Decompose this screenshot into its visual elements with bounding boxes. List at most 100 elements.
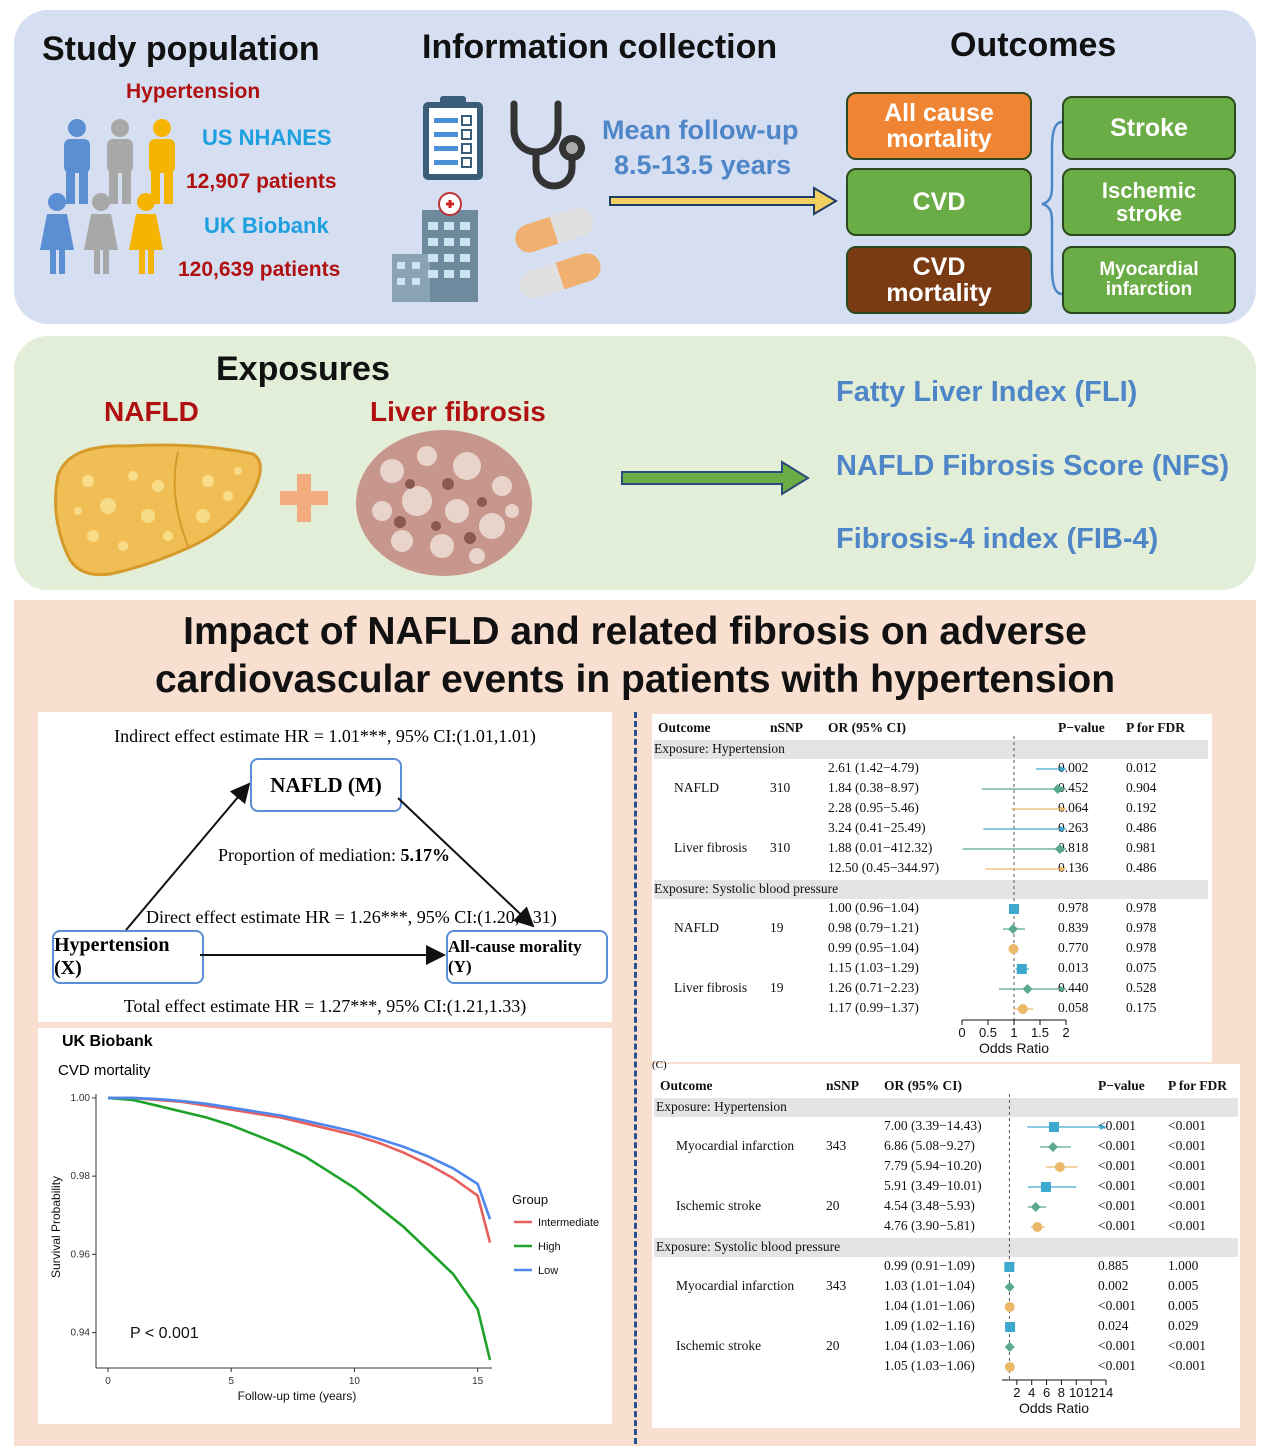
ci-arrow [1060,826,1066,832]
header-or: OR (95% CI) [828,720,906,735]
indirect-effect: Indirect effect estimate HR = 1.01***, 9… [114,726,536,746]
row-fdr: 0.005 [1168,1298,1199,1313]
row-fdr: <0.001 [1168,1118,1206,1133]
row-nsnp: 310 [770,780,791,795]
row-or: 1.04 (1.01−1.06) [884,1298,975,1313]
row-nsnp: 20 [826,1198,840,1213]
row-nsnp: 19 [770,980,784,995]
proportion-mediation: Proportion of mediation: 5.17% [218,845,450,865]
km-chart: 1.00 0.98 0.96 0.94 0 5 10 15 Survival Probabili… [49,1093,599,1403]
row-or: 1.17 (0.99−1.37) [828,1000,919,1015]
row-or: 0.99 (0.95−1.04) [828,940,919,955]
outcome-box: All-cause morality (Y) [446,930,608,984]
km-curve-low [108,1096,492,1220]
row-fdr: 0.981 [1126,840,1157,855]
row-pvalue: 0.885 [1098,1258,1129,1273]
estimate-square [1016,964,1027,974]
outcome-myocardial-infarction: Myocardial infarction [1062,246,1236,314]
header-nsnp: nSNP [826,1078,860,1093]
row-fdr: <0.001 [1168,1358,1206,1373]
row-or: 1.84 (0.38−8.97) [828,780,919,795]
km-y-tick-label: 0.94 [71,1328,91,1339]
row-fdr: <0.001 [1168,1178,1206,1193]
row-pvalue: 0.013 [1058,960,1089,975]
km-x-tick-label: 10 [349,1376,361,1387]
outcome-ischemic-stroke: Ischemic stroke [1062,168,1236,236]
study-population-title: Study population [42,30,320,68]
hypertension-label: Hypertension [126,80,261,103]
row-outcome: Myocardial infarction [676,1138,795,1153]
row-pvalue: <0.001 [1098,1138,1136,1153]
row-pvalue: <0.001 [1098,1338,1136,1353]
header-outcome: Outcome [660,1078,713,1093]
row-or: 1.00 (0.96−1.04) [828,900,919,915]
forest-axis-tick-label: 10 [1069,1385,1083,1400]
forest-axis-tick-label: 0 [958,1025,965,1040]
row-pvalue: 0.818 [1058,840,1089,855]
nhanes-count: 12,907 patients [186,170,337,193]
exposure-arrow [621,460,810,496]
estimate-square [1009,904,1019,914]
row-pvalue: 0.058 [1058,1000,1089,1015]
row-fdr: 0.075 [1126,960,1157,975]
row-pvalue: 0.839 [1058,920,1089,935]
estimate-square [1040,1182,1051,1192]
row-or: 1.26 (0.71−2.23) [828,980,919,995]
row-fdr: <0.001 [1168,1338,1206,1353]
ci-arrow [1100,1124,1106,1130]
km-y-tick-label: 0.96 [71,1249,91,1260]
forest-axis-tick-label: 14 [1099,1385,1113,1400]
estimate-circle [1008,944,1019,954]
index-fli: Fatty Liver Index (FLI) [836,376,1138,408]
group-label: Exposure: Systolic blood pressure [654,881,839,896]
km-subtitle: CVD mortality [58,1062,151,1079]
outcome-all-cause-mortality: All cause mortality [846,92,1032,160]
row-pvalue: <0.001 [1098,1298,1136,1313]
row-fdr: 0.978 [1126,920,1157,935]
estimate-diamond [1030,1202,1041,1212]
row-pvalue: <0.001 [1098,1158,1136,1173]
row-fdr: 0.486 [1126,820,1157,835]
row-or: 1.04 (1.03−1.06) [884,1338,975,1353]
row-or: 3.24 (0.41−25.49) [828,820,926,835]
row-pvalue: 0.978 [1058,900,1089,915]
row-nsnp: 20 [826,1338,840,1353]
group-band [654,1238,1238,1257]
group-label: Exposure: Hypertension [654,741,785,756]
estimate-diamond [1022,984,1033,994]
stethoscope-icon [510,100,585,190]
hospital-icon [392,192,478,302]
estimate-diamond [1054,844,1065,854]
fatty-liver-icon [54,443,262,577]
row-or: 1.88 (0.01−412.32) [828,840,933,855]
outcome-brace [1041,120,1063,296]
exposures-title: Exposures [216,350,390,388]
row-fdr: 0.904 [1126,780,1157,795]
row-or: 7.79 (5.94−10.20) [884,1158,982,1173]
row-pvalue: 0.064 [1058,800,1089,815]
fibrosis-label: Liver fibrosis [370,396,546,427]
estimate-diamond [1007,924,1018,934]
km-x-tick-label: 0 [105,1376,111,1387]
row-fdr: 0.528 [1126,980,1157,995]
row-pvalue: 0.263 [1058,820,1089,835]
forest-axis-label: Odds Ratio [1019,1400,1089,1416]
estimate-circle [1054,1162,1065,1172]
forest-axis-tick-label: 6 [1043,1385,1050,1400]
km-y-tick-label: 1.00 [71,1093,91,1104]
header-fdr: P for FDR [1126,720,1185,735]
outcome-cvd-mortality: CVD mortality [846,246,1032,314]
row-or: 7.00 (3.39−14.43) [884,1118,982,1133]
row-fdr: <0.001 [1168,1218,1206,1233]
row-or: 0.98 (0.79−1.21) [828,920,919,935]
forest-axis-tick-label: 2 [1013,1385,1020,1400]
estimate-diamond [1004,1342,1015,1352]
fibrotic-liver-icon [356,430,532,576]
km-pvalue: P < 0.001 [130,1325,199,1342]
ci-arrow [1060,786,1066,792]
group-band [654,740,1208,759]
estimate-square [1005,1322,1016,1332]
row-or: 2.28 (0.95−5.46) [828,800,919,815]
forest-axis-tick-label: 4 [1028,1385,1035,1400]
estimate-circle [1004,1362,1015,1372]
